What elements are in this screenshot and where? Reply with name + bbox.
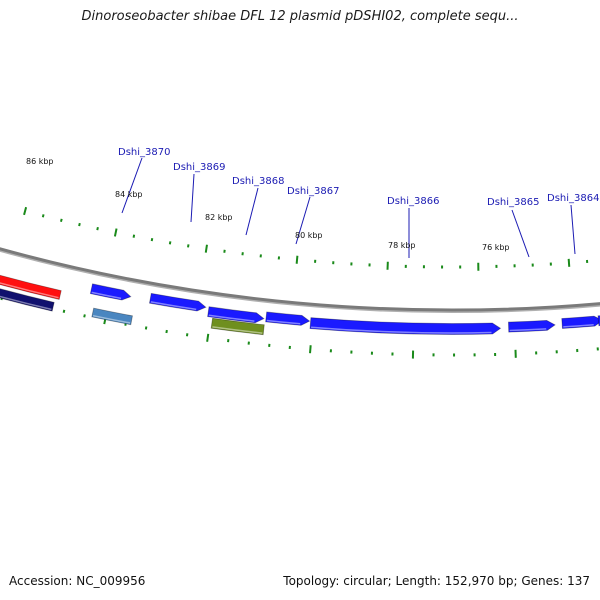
gene-dshi-3867-highlight bbox=[266, 319, 301, 325]
accession-text: Accession: NC_009956 bbox=[9, 574, 146, 588]
outer-tick-10 bbox=[206, 333, 210, 342]
outer-tick-7 bbox=[144, 326, 148, 330]
genome-summary-text: Topology: circular; Length: 152,970 bp; … bbox=[283, 574, 590, 588]
inner-tick-15 bbox=[295, 255, 299, 264]
label-connector-6 bbox=[570, 204, 576, 255]
gene-red-highlight bbox=[0, 282, 59, 299]
gene-features[interactable] bbox=[0, 265, 600, 336]
gene-label-dshi-3864[interactable]: Dshi_3864 bbox=[547, 193, 599, 204]
gene-dshi-3870-highlight bbox=[92, 314, 131, 324]
gene-red[interactable] bbox=[0, 265, 62, 300]
gene-label-dshi-3870[interactable]: Dshi_3870 bbox=[118, 147, 170, 158]
outer-tick-15 bbox=[309, 345, 312, 354]
gene-label-dshi-3869[interactable]: Dshi_3869 bbox=[173, 162, 225, 173]
label-connector-3 bbox=[295, 196, 311, 245]
scale-label-82kbp: 82 kbp bbox=[205, 213, 233, 222]
inner-tick-0 bbox=[23, 206, 28, 216]
gene-dshi-3866-highlight bbox=[311, 326, 492, 334]
gene-label-connectors bbox=[121, 157, 576, 258]
gene-dshi-3869[interactable] bbox=[149, 292, 207, 312]
map-title: Dinoroseobacter shibae DFL 12 plasmid pD… bbox=[81, 9, 519, 24]
backbone-line bbox=[0, 247, 600, 312]
inner-tick-2 bbox=[60, 218, 63, 222]
gene-dshi-3865-highlight bbox=[509, 328, 547, 332]
outer-tick-4 bbox=[83, 314, 86, 318]
gene-label-dshi-3865[interactable]: Dshi_3865 bbox=[487, 197, 539, 208]
scale-labels: 86 kbp 84 kbp 82 kbp 80 kbp 78 kbp 76 kb… bbox=[26, 157, 510, 252]
gene-forward-a[interactable] bbox=[207, 306, 265, 324]
gene-dshi-3869-highlight bbox=[150, 301, 197, 311]
scale-label-80kbp: 80 kbp bbox=[295, 231, 323, 240]
gene-navy-highlight bbox=[0, 295, 52, 311]
gene-labels: Dshi_3870 Dshi_3869 Dshi_3868 Dshi_3867 … bbox=[118, 147, 599, 208]
gene-label-dshi-3866[interactable]: Dshi_3866 bbox=[387, 196, 439, 207]
label-connector-1 bbox=[190, 173, 195, 223]
gene-dshi-3868-highlight bbox=[212, 326, 263, 334]
inner-tick-10 bbox=[204, 244, 208, 253]
scale-label-76kbp: 76 kbp bbox=[482, 243, 510, 252]
gene-dshi-3866[interactable] bbox=[309, 317, 502, 335]
gene-dshi-3867[interactable] bbox=[265, 311, 311, 326]
backbone-shadow bbox=[0, 248, 600, 314]
label-connector-5 bbox=[511, 209, 530, 258]
gene-dshi-3864[interactable] bbox=[561, 315, 600, 329]
gene-label-dshi-3868[interactable]: Dshi_3868 bbox=[232, 176, 284, 187]
inner-tick-7 bbox=[150, 237, 154, 242]
gene-dshi-3870-forward-highlight bbox=[91, 291, 122, 300]
gene-dshi-3868[interactable] bbox=[210, 317, 265, 336]
gene-dshi-3870-forward[interactable] bbox=[89, 283, 132, 301]
plasmid-backbone bbox=[0, 247, 600, 314]
gene-dshi-3870[interactable] bbox=[91, 307, 133, 326]
gene-dshi-3864-highlight bbox=[563, 323, 594, 328]
scale-label-78kbp: 78 kbp bbox=[388, 241, 416, 250]
gene-navy[interactable] bbox=[0, 277, 55, 312]
label-connector-2 bbox=[245, 187, 259, 236]
scale-label-84kbp: 84 kbp bbox=[115, 190, 143, 199]
inner-tick-8 bbox=[168, 241, 172, 245]
inner-tick-6 bbox=[132, 234, 136, 238]
inner-tick-3 bbox=[78, 222, 81, 227]
inner-scale-ticks bbox=[23, 206, 589, 271]
label-connector-0 bbox=[121, 157, 143, 214]
inner-tick-30 bbox=[567, 258, 571, 267]
inner-tick-4 bbox=[96, 226, 99, 231]
gene-forward-a-highlight bbox=[208, 314, 255, 322]
inner-tick-5 bbox=[113, 228, 118, 237]
inner-tick-1 bbox=[41, 214, 45, 218]
gene-label-dshi-3867[interactable]: Dshi_3867 bbox=[287, 186, 339, 197]
outer-tick-3 bbox=[62, 309, 66, 314]
gene-dshi-3865[interactable] bbox=[508, 319, 556, 333]
scale-label-86kbp: 86 kbp bbox=[26, 157, 54, 166]
